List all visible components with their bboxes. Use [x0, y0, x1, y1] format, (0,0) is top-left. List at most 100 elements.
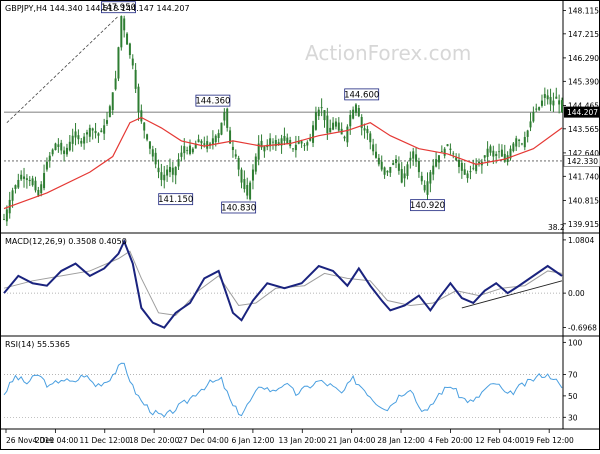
candle-body: [220, 122, 223, 135]
candle-body: [561, 100, 563, 113]
candle-body: [297, 140, 300, 144]
moving-average-line: [3, 116, 563, 210]
candle-body: [526, 130, 529, 137]
candle-body: [51, 149, 54, 155]
candle-body: [386, 170, 389, 173]
candle-body: [45, 161, 48, 170]
candle-body: [555, 96, 558, 99]
candle-body: [203, 143, 206, 145]
candle-body: [131, 58, 134, 66]
candle-body: [31, 178, 34, 186]
x-tick-label: 6 Jan 12:00: [232, 436, 275, 445]
candle-body: [406, 164, 409, 176]
current-price-tag: [564, 106, 600, 118]
candle-body: [271, 141, 274, 143]
candle-body: [260, 140, 263, 148]
candle-body: [257, 143, 260, 160]
candle-body: [320, 107, 323, 109]
rsi-line: [3, 362, 563, 418]
macd-trendline: [461, 280, 563, 309]
candle-body: [137, 86, 140, 113]
candle-body: [483, 155, 486, 158]
candle-body: [25, 178, 28, 180]
candle-body: [549, 96, 552, 105]
candle-body: [211, 138, 214, 145]
candle-body: [189, 145, 191, 154]
candle-body: [83, 136, 86, 144]
candle-body: [171, 167, 174, 175]
candle-body: [463, 169, 466, 175]
candle-body: [423, 184, 426, 191]
candle-body: [174, 166, 177, 176]
macd-line: [3, 238, 563, 329]
price-label-box: [158, 193, 194, 206]
candle-body: [88, 127, 91, 137]
candle-body: [540, 100, 543, 106]
candle-body: [254, 156, 257, 172]
candle-body: [103, 125, 106, 134]
candle-body: [377, 157, 380, 165]
candle-body: [475, 164, 478, 172]
candle-body: [409, 157, 412, 161]
candle-body: [151, 149, 154, 157]
candle-body: [478, 161, 481, 164]
candle-body: [166, 169, 169, 176]
candle-body: [332, 122, 335, 130]
candle-body: [197, 139, 200, 143]
candle-body: [28, 179, 31, 182]
candle-body: [360, 116, 363, 128]
candle-body: [163, 174, 166, 181]
candle-body: [317, 109, 320, 117]
candle-body: [515, 138, 518, 147]
candle-body: [486, 148, 489, 157]
current-price-label: 144.207: [567, 108, 598, 117]
candle-body: [123, 18, 126, 31]
candle-body: [77, 135, 80, 140]
candle-body: [503, 153, 506, 162]
candle-body: [449, 148, 452, 151]
candle-body: [429, 172, 432, 184]
candle-body: [472, 167, 475, 169]
x-tick-label: 26 Nov 2019: [6, 436, 54, 445]
candle-body: [240, 169, 243, 183]
candle-body: [3, 218, 5, 220]
candle-body: [529, 121, 532, 128]
candle-body: [40, 184, 43, 194]
y-tick-label: 1.0804: [568, 236, 594, 245]
candle-body: [420, 175, 423, 182]
candle-body: [300, 141, 303, 144]
candle-body: [460, 162, 463, 171]
candle-body: [363, 128, 366, 131]
candle-body: [143, 122, 146, 131]
candle-body: [397, 163, 400, 171]
candle-body: [440, 151, 443, 153]
candle-body: [383, 167, 386, 175]
candle-body: [400, 169, 403, 183]
candle-body: [11, 190, 14, 201]
candle-body: [74, 131, 77, 138]
candle-body: [134, 69, 137, 89]
candle-body: [114, 78, 117, 90]
candle-body: [229, 130, 232, 144]
candle-body: [492, 150, 495, 157]
candle-body: [274, 140, 277, 147]
candle-body: [543, 94, 546, 98]
candle-body: [469, 171, 472, 173]
candle-body: [128, 43, 131, 56]
candle-body: [251, 169, 254, 181]
x-tick-label: 13 Jan 20:00: [279, 436, 327, 445]
rsi-panel: 100 70 50 30 RSI(14) 55.5365: [3, 338, 583, 422]
y-tick-label: 146.290: [568, 54, 599, 63]
candle-body: [100, 130, 103, 133]
candle-body: [23, 176, 26, 179]
candle-body: [309, 138, 312, 141]
y-tick-label: 141.740: [568, 172, 599, 181]
candle-body: [180, 152, 183, 157]
x-tick-label: 4 Feb 20:00: [428, 436, 473, 445]
candle-body: [97, 133, 100, 136]
dashed-trendline: [6, 15, 119, 123]
price-label-box: [101, 1, 136, 14]
candle-body: [223, 112, 226, 121]
